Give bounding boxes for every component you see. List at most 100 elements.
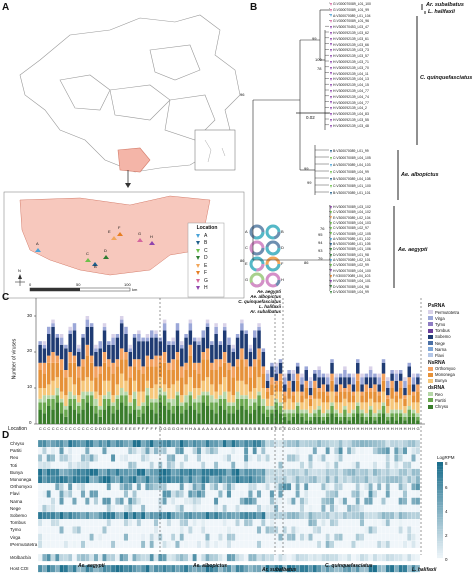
heatmap-cell xyxy=(128,490,133,498)
heatmap-cell xyxy=(385,475,391,484)
heatmap-cell xyxy=(153,511,159,520)
heatmap-cell xyxy=(325,504,330,513)
bar-segment-virga xyxy=(137,334,141,342)
bar-segment-chryso xyxy=(218,406,223,424)
bar-segment-mononega xyxy=(141,373,145,392)
heatmap-cell xyxy=(55,540,60,549)
heatmap-cell xyxy=(213,533,219,541)
bar-segment-bunya xyxy=(51,380,55,396)
leaf-marker-icon xyxy=(330,285,332,289)
heatmap-cell xyxy=(231,475,236,484)
heatmap-cell xyxy=(63,490,69,498)
bar-segment-mononega xyxy=(398,388,403,399)
heatmap-cell xyxy=(308,497,313,505)
bar-segment-bunya xyxy=(377,402,381,410)
bar-segment-virga xyxy=(308,380,313,388)
phylo-tree xyxy=(252,9,331,290)
heatmap-cell xyxy=(166,533,172,541)
heatmap-cell xyxy=(166,439,172,448)
tree-leaf: D:V300070089_L01_98 xyxy=(330,253,369,258)
heatmap-cell xyxy=(235,447,240,455)
bar-segment-bunya xyxy=(373,402,377,414)
heatmap-cell xyxy=(89,475,94,484)
heatmap-cell xyxy=(67,468,73,477)
heatmap-cell xyxy=(256,526,262,534)
leaf-label: C:V300070089_L04_102 xyxy=(333,210,371,215)
bar-segment-orthomyxo xyxy=(386,395,390,399)
heatmap-cell xyxy=(55,490,60,498)
bar-segment-permutotetra xyxy=(411,373,416,378)
heatmap-cell xyxy=(394,519,399,527)
heatmap-cell xyxy=(42,519,47,527)
heatmap-cell xyxy=(235,504,240,513)
heatmap-cell xyxy=(278,490,283,498)
bar-segment-reo xyxy=(300,409,304,414)
bar-segment-mononega xyxy=(171,370,175,385)
heatmap-row-label: Partiti xyxy=(10,448,22,454)
bar-segment-bunya xyxy=(295,391,300,403)
donut-label-b: B xyxy=(281,229,284,234)
bar-segment-mononega xyxy=(253,366,257,388)
heatmap-cell xyxy=(158,475,163,484)
leaf-label: H:V300092139_L03_61 xyxy=(333,36,369,41)
heatmap-cell xyxy=(269,511,275,520)
location-legend-item: C xyxy=(190,247,224,255)
heatmap-cell xyxy=(162,439,167,448)
heatmap-cell xyxy=(334,447,339,455)
x-tick-label: B xyxy=(244,426,248,431)
bar-segment-virga xyxy=(356,359,360,363)
heatmap-cell xyxy=(213,497,219,505)
bar-segment-reo xyxy=(227,402,231,406)
bar-segment-mononega xyxy=(222,362,227,378)
heatmap-cell xyxy=(235,475,240,484)
bar-segment-mononega xyxy=(304,388,308,399)
leaf-marker-icon xyxy=(330,170,332,174)
leaf-label: H:V300092139_L04_77 xyxy=(333,89,369,93)
heatmap-cell xyxy=(338,468,343,477)
bar-segment-virga xyxy=(377,377,381,385)
heatmap-cell xyxy=(381,533,386,541)
bar-segment-reo xyxy=(253,398,257,403)
heatmap-cell xyxy=(136,490,142,498)
heatmap-cell xyxy=(269,490,275,498)
heatmap-cell xyxy=(381,553,386,562)
bar-segment-reo xyxy=(38,398,42,403)
heatmap-cell xyxy=(201,533,206,541)
x-tick-label: D xyxy=(94,426,98,431)
bar-segment-partiti xyxy=(81,398,85,410)
heatmap-cell xyxy=(37,519,43,527)
heatmap-cell xyxy=(55,439,60,448)
heatmap-cell xyxy=(89,511,94,520)
bar-segment-orthomyxo xyxy=(184,362,188,370)
bar-segment-reo xyxy=(403,413,407,417)
bar-segment-orthomyxo xyxy=(201,352,205,360)
tree-leaf: H:V300092139_L03_61 xyxy=(330,37,369,42)
heatmap-cell xyxy=(376,511,382,520)
heatmap-cell xyxy=(37,553,43,562)
bar-segment-partiti xyxy=(377,413,381,417)
heatmap-cell xyxy=(85,483,90,491)
heatmap-cell xyxy=(102,490,107,498)
heatmap-cell xyxy=(243,511,249,520)
heatmap-cell xyxy=(265,439,270,448)
heatmap-cell xyxy=(136,519,142,527)
tree-leaf: C:V300070089_L04_99 xyxy=(330,170,369,175)
bar-segment-chryso xyxy=(403,420,407,424)
bar-segment-mononega xyxy=(321,391,326,403)
bar-segment-bunya xyxy=(343,398,347,406)
bar-segment-chryso xyxy=(201,402,205,424)
scale-tick-50: 50 xyxy=(76,282,81,287)
heatmap-cell xyxy=(407,475,412,484)
bar-segment-bunya xyxy=(398,398,403,410)
heatmap-cell xyxy=(338,497,343,505)
bar-segment-virga xyxy=(210,341,214,345)
bar-segment-reo xyxy=(218,395,223,399)
bar-segment-mononega xyxy=(270,384,274,396)
heatmap-cell xyxy=(183,533,189,541)
colorbar-step xyxy=(437,534,443,537)
bar-segment-mononega xyxy=(214,370,218,392)
heatmap-cell xyxy=(72,497,77,505)
bar-segment-chryso xyxy=(124,406,128,424)
heatmap-cell xyxy=(72,483,77,491)
bar-segment-virga xyxy=(184,334,188,338)
